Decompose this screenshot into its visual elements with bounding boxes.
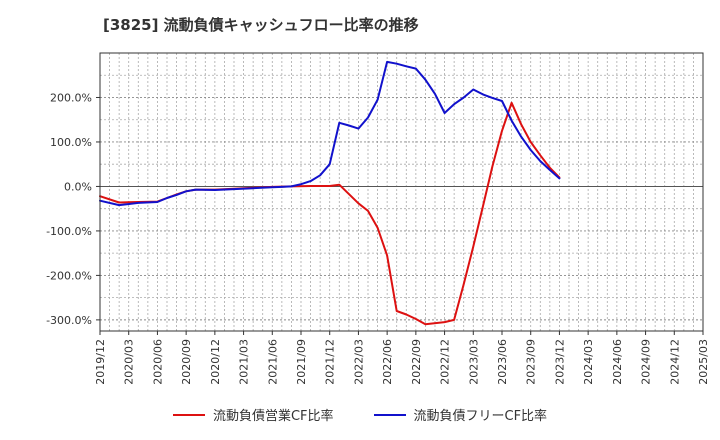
x-tick-label: 2021/09 (295, 339, 308, 385)
y-tick-label: 200.0% (50, 91, 92, 104)
x-tick-label: 2023/03 (467, 339, 480, 385)
x-tick-label: 2025/03 (697, 339, 710, 385)
y-tick-label: -200.0% (46, 269, 92, 282)
x-tick-label: 2021/03 (238, 339, 251, 385)
y-tick-label: -100.0% (46, 225, 92, 238)
x-tick-label: 2021/06 (266, 339, 279, 385)
x-tick-label: 2024/06 (611, 339, 624, 385)
chart-title: [3825] 流動負債キャッシュフロー比率の推移 (103, 16, 419, 34)
x-tick-label: 2022/06 (381, 339, 394, 385)
legend: 流動負債営業CF比率 流動負債フリーCF比率 (0, 405, 720, 424)
x-tick-label: 2022/03 (352, 339, 365, 385)
x-tick-label: 2024/03 (582, 339, 595, 385)
x-tick-label: 2020/12 (209, 339, 222, 385)
legend-swatch-operating-cf (172, 413, 205, 416)
x-tick-label: 2020/09 (180, 339, 193, 385)
x-tick-label: 2023/06 (496, 339, 509, 385)
x-tick-label: 2023/12 (553, 339, 566, 385)
legend-label-operating-cf: 流動負債営業CF比率 (212, 409, 334, 424)
x-tick-label: 2022/12 (439, 339, 452, 385)
y-tick-label: 0.0% (64, 180, 92, 193)
x-tick-label: 2024/12 (668, 339, 681, 385)
x-tick-label: 2019/12 (94, 339, 107, 385)
x-tick-label: 2020/06 (151, 339, 164, 385)
x-tick-label: 2023/09 (525, 339, 538, 385)
x-tick-label: 2022/09 (410, 339, 423, 385)
y-tick-label: -300.0% (46, 314, 92, 327)
plot-frame (99, 52, 704, 332)
legend-item-operating-cf: 流動負債営業CF比率 (172, 405, 334, 424)
series-line-free-cf (99, 60, 561, 207)
x-tick-label: 2021/12 (324, 339, 337, 385)
legend-label-free-cf: 流動負債フリーCF比率 (413, 409, 548, 424)
legend-item-free-cf: 流動負債フリーCF比率 (373, 405, 548, 424)
y-tick-label: 100.0% (50, 136, 92, 149)
plot-area (100, 53, 703, 331)
legend-swatch-free-cf (373, 413, 406, 416)
x-tick-label: 2024/09 (640, 339, 653, 385)
x-tick-label: 2020/03 (123, 339, 136, 385)
